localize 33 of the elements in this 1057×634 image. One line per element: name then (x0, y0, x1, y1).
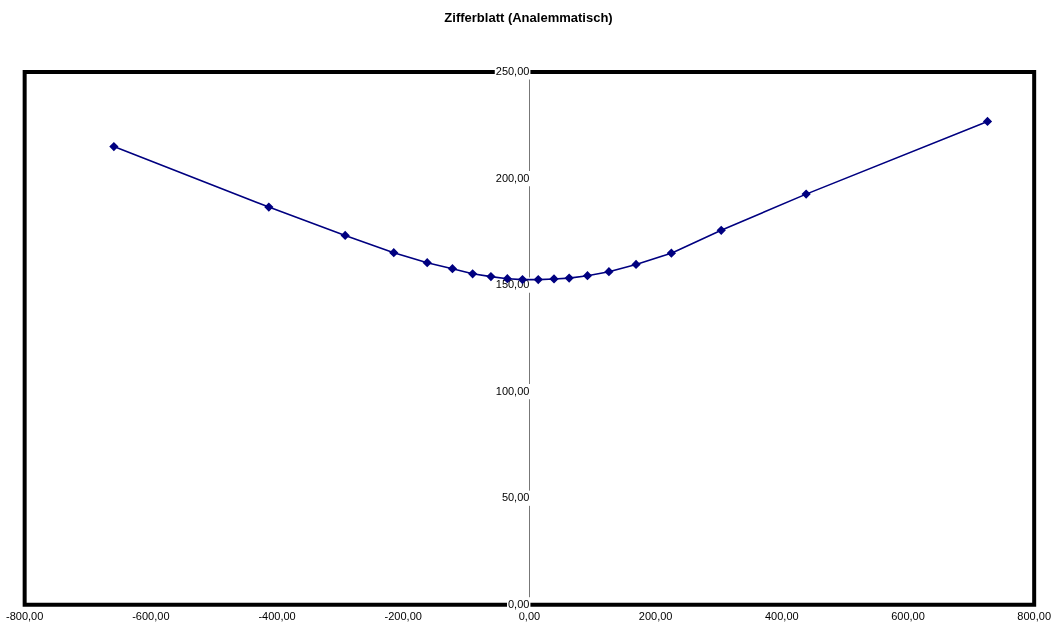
point (109, 142, 119, 151)
x-tick-label: -200,00 (384, 610, 422, 623)
y-tick-label: 50,00 (501, 491, 530, 504)
y-tick-label: 0,00 (507, 597, 530, 610)
chart-title: Zifferblatt (Analemmatisch) (443, 10, 614, 25)
point (564, 273, 574, 283)
point (667, 248, 676, 258)
point (549, 274, 559, 284)
point (583, 271, 592, 281)
x-tick-label: -800,00 (6, 610, 44, 623)
x-tick-label: 600,00 (891, 610, 925, 623)
point (340, 231, 350, 240)
x-tick-label: 800,00 (1017, 610, 1052, 623)
x-tick-label: -600,00 (132, 610, 170, 623)
x-tick-label: 200,00 (638, 610, 673, 623)
point (389, 248, 399, 258)
point (983, 117, 992, 126)
point (422, 258, 432, 268)
x-tick-label: 400,00 (764, 610, 799, 623)
point (448, 264, 457, 274)
y-tick-label: 200,00 (495, 171, 530, 184)
point (716, 226, 726, 235)
point (468, 269, 477, 279)
point (631, 260, 641, 269)
point (486, 272, 496, 281)
y-tick-label: 250,00 (495, 65, 530, 78)
point (264, 202, 274, 212)
point (801, 189, 811, 199)
x-tick-label: 0,00 (518, 610, 541, 623)
y-tick-label: 100,00 (495, 384, 530, 397)
point (533, 275, 543, 284)
x-tick-label: -400,00 (258, 610, 296, 623)
point (604, 267, 614, 276)
